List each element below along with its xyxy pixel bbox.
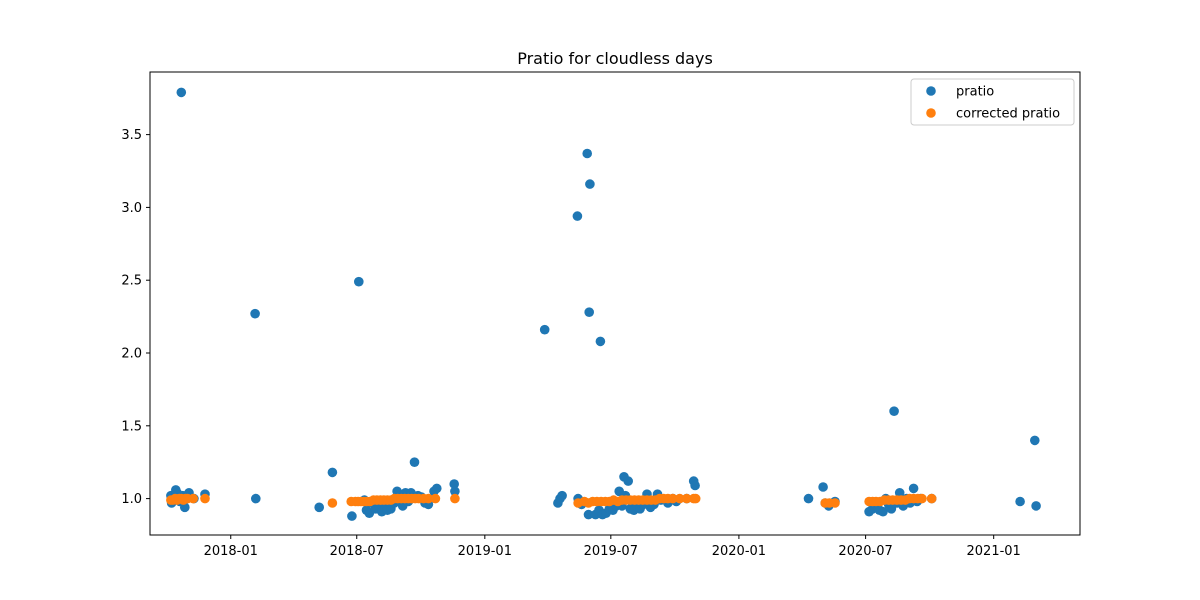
data-point xyxy=(595,336,606,347)
data-point xyxy=(176,87,187,98)
data-point xyxy=(327,467,338,478)
legend: pratio corrected pratio xyxy=(910,78,1075,126)
data-point xyxy=(582,148,592,159)
data-point xyxy=(585,179,595,189)
data-point xyxy=(830,498,840,508)
data-point xyxy=(889,406,899,417)
data-point xyxy=(250,308,260,319)
data-point xyxy=(314,502,325,513)
legend-marker xyxy=(926,86,936,96)
data-point xyxy=(180,502,190,513)
y-axis: 1.0 1.5 2.0 2.5 3.0 3.5 xyxy=(121,128,150,507)
y-tick-label: 3.0 xyxy=(121,201,142,216)
data-point xyxy=(327,498,338,508)
legend-label: pratio xyxy=(956,85,994,100)
x-axis: 2018-01 2018-07 2019-01 2019-07 2020-01 2020-… xyxy=(204,535,1021,559)
legend-label: corrected pratio xyxy=(956,107,1060,122)
data-point xyxy=(803,493,814,504)
data-point xyxy=(449,479,460,489)
data-point xyxy=(583,509,594,520)
data-point xyxy=(1030,435,1040,446)
data-point xyxy=(450,493,460,504)
data-point xyxy=(878,506,888,517)
data-point xyxy=(539,324,550,335)
data-point xyxy=(908,483,919,494)
data-point xyxy=(557,490,567,501)
data-point xyxy=(347,511,357,521)
x-tick-label: 2018-07 xyxy=(330,544,384,559)
y-tick-label: 2.0 xyxy=(121,347,142,362)
data-point xyxy=(392,486,402,497)
y-tick-label: 2.5 xyxy=(121,274,142,289)
data-point xyxy=(690,493,701,504)
legend-marker xyxy=(926,108,936,118)
data-point xyxy=(668,493,678,504)
data-point xyxy=(432,483,442,494)
x-tick-label: 2018-01 xyxy=(204,544,258,559)
data-point xyxy=(450,486,460,497)
x-tick-label: 2020-07 xyxy=(838,544,892,559)
data-point xyxy=(1031,501,1041,511)
data-point xyxy=(423,493,434,504)
x-tick-label: 2019-07 xyxy=(584,544,638,559)
data-point xyxy=(894,488,905,498)
x-tick-label: 2021-01 xyxy=(967,544,1021,559)
data-point xyxy=(674,493,685,504)
data-point xyxy=(354,276,364,287)
data-point xyxy=(818,482,828,492)
y-tick-label: 1.5 xyxy=(121,419,142,434)
data-point xyxy=(681,493,692,504)
x-tick-label: 2020-01 xyxy=(712,544,766,559)
data-point xyxy=(188,493,198,504)
plot-frame xyxy=(149,71,1081,536)
data-point xyxy=(200,493,210,504)
data-point xyxy=(584,307,594,318)
data-point xyxy=(623,476,633,486)
data-points xyxy=(166,87,1041,521)
data-point xyxy=(409,457,420,468)
data-point xyxy=(251,493,261,504)
data-point xyxy=(917,493,927,504)
series-corrected-pratio xyxy=(166,493,937,508)
data-point xyxy=(926,493,937,504)
data-point xyxy=(690,480,700,491)
x-tick-label: 2019-01 xyxy=(458,544,512,559)
data-point xyxy=(430,493,441,504)
legend-box xyxy=(910,78,1075,126)
data-point xyxy=(1015,496,1025,507)
chart-title: Pratio for cloudless days xyxy=(517,49,713,68)
y-tick-label: 1.0 xyxy=(121,492,142,507)
y-tick-label: 3.5 xyxy=(121,128,142,143)
data-point xyxy=(572,211,583,221)
